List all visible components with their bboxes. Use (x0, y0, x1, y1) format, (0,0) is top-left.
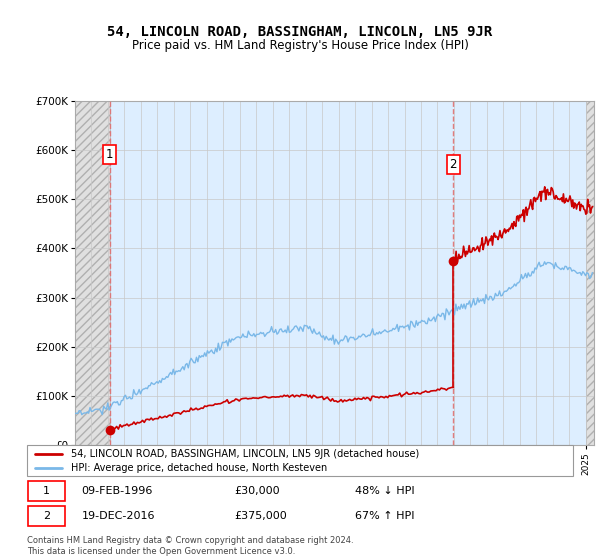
Text: 1: 1 (106, 148, 113, 161)
Text: Price paid vs. HM Land Registry's House Price Index (HPI): Price paid vs. HM Land Registry's House … (131, 39, 469, 52)
Bar (586, 101, 594, 445)
Text: 54, LINCOLN ROAD, BASSINGHAM, LINCOLN, LN5 9JR: 54, LINCOLN ROAD, BASSINGHAM, LINCOLN, L… (107, 25, 493, 39)
Text: 1: 1 (43, 487, 50, 496)
Text: 67% ↑ HPI: 67% ↑ HPI (355, 511, 414, 521)
Bar (75, 101, 110, 445)
Text: 2: 2 (449, 158, 457, 171)
FancyBboxPatch shape (28, 482, 65, 502)
Bar (586, 101, 594, 445)
Text: 48% ↓ HPI: 48% ↓ HPI (355, 487, 414, 496)
Text: £375,000: £375,000 (235, 511, 287, 521)
Text: 2: 2 (43, 511, 50, 521)
Text: 54, LINCOLN ROAD, BASSINGHAM, LINCOLN, LN5 9JR (detached house): 54, LINCOLN ROAD, BASSINGHAM, LINCOLN, L… (71, 449, 419, 459)
FancyBboxPatch shape (28, 506, 65, 526)
Text: Contains HM Land Registry data © Crown copyright and database right 2024.
This d: Contains HM Land Registry data © Crown c… (27, 536, 353, 556)
Text: HPI: Average price, detached house, North Kesteven: HPI: Average price, detached house, Nort… (71, 463, 327, 473)
Text: £30,000: £30,000 (235, 487, 280, 496)
Text: 09-FEB-1996: 09-FEB-1996 (82, 487, 153, 496)
Text: 19-DEC-2016: 19-DEC-2016 (82, 511, 155, 521)
Bar (75, 101, 110, 445)
